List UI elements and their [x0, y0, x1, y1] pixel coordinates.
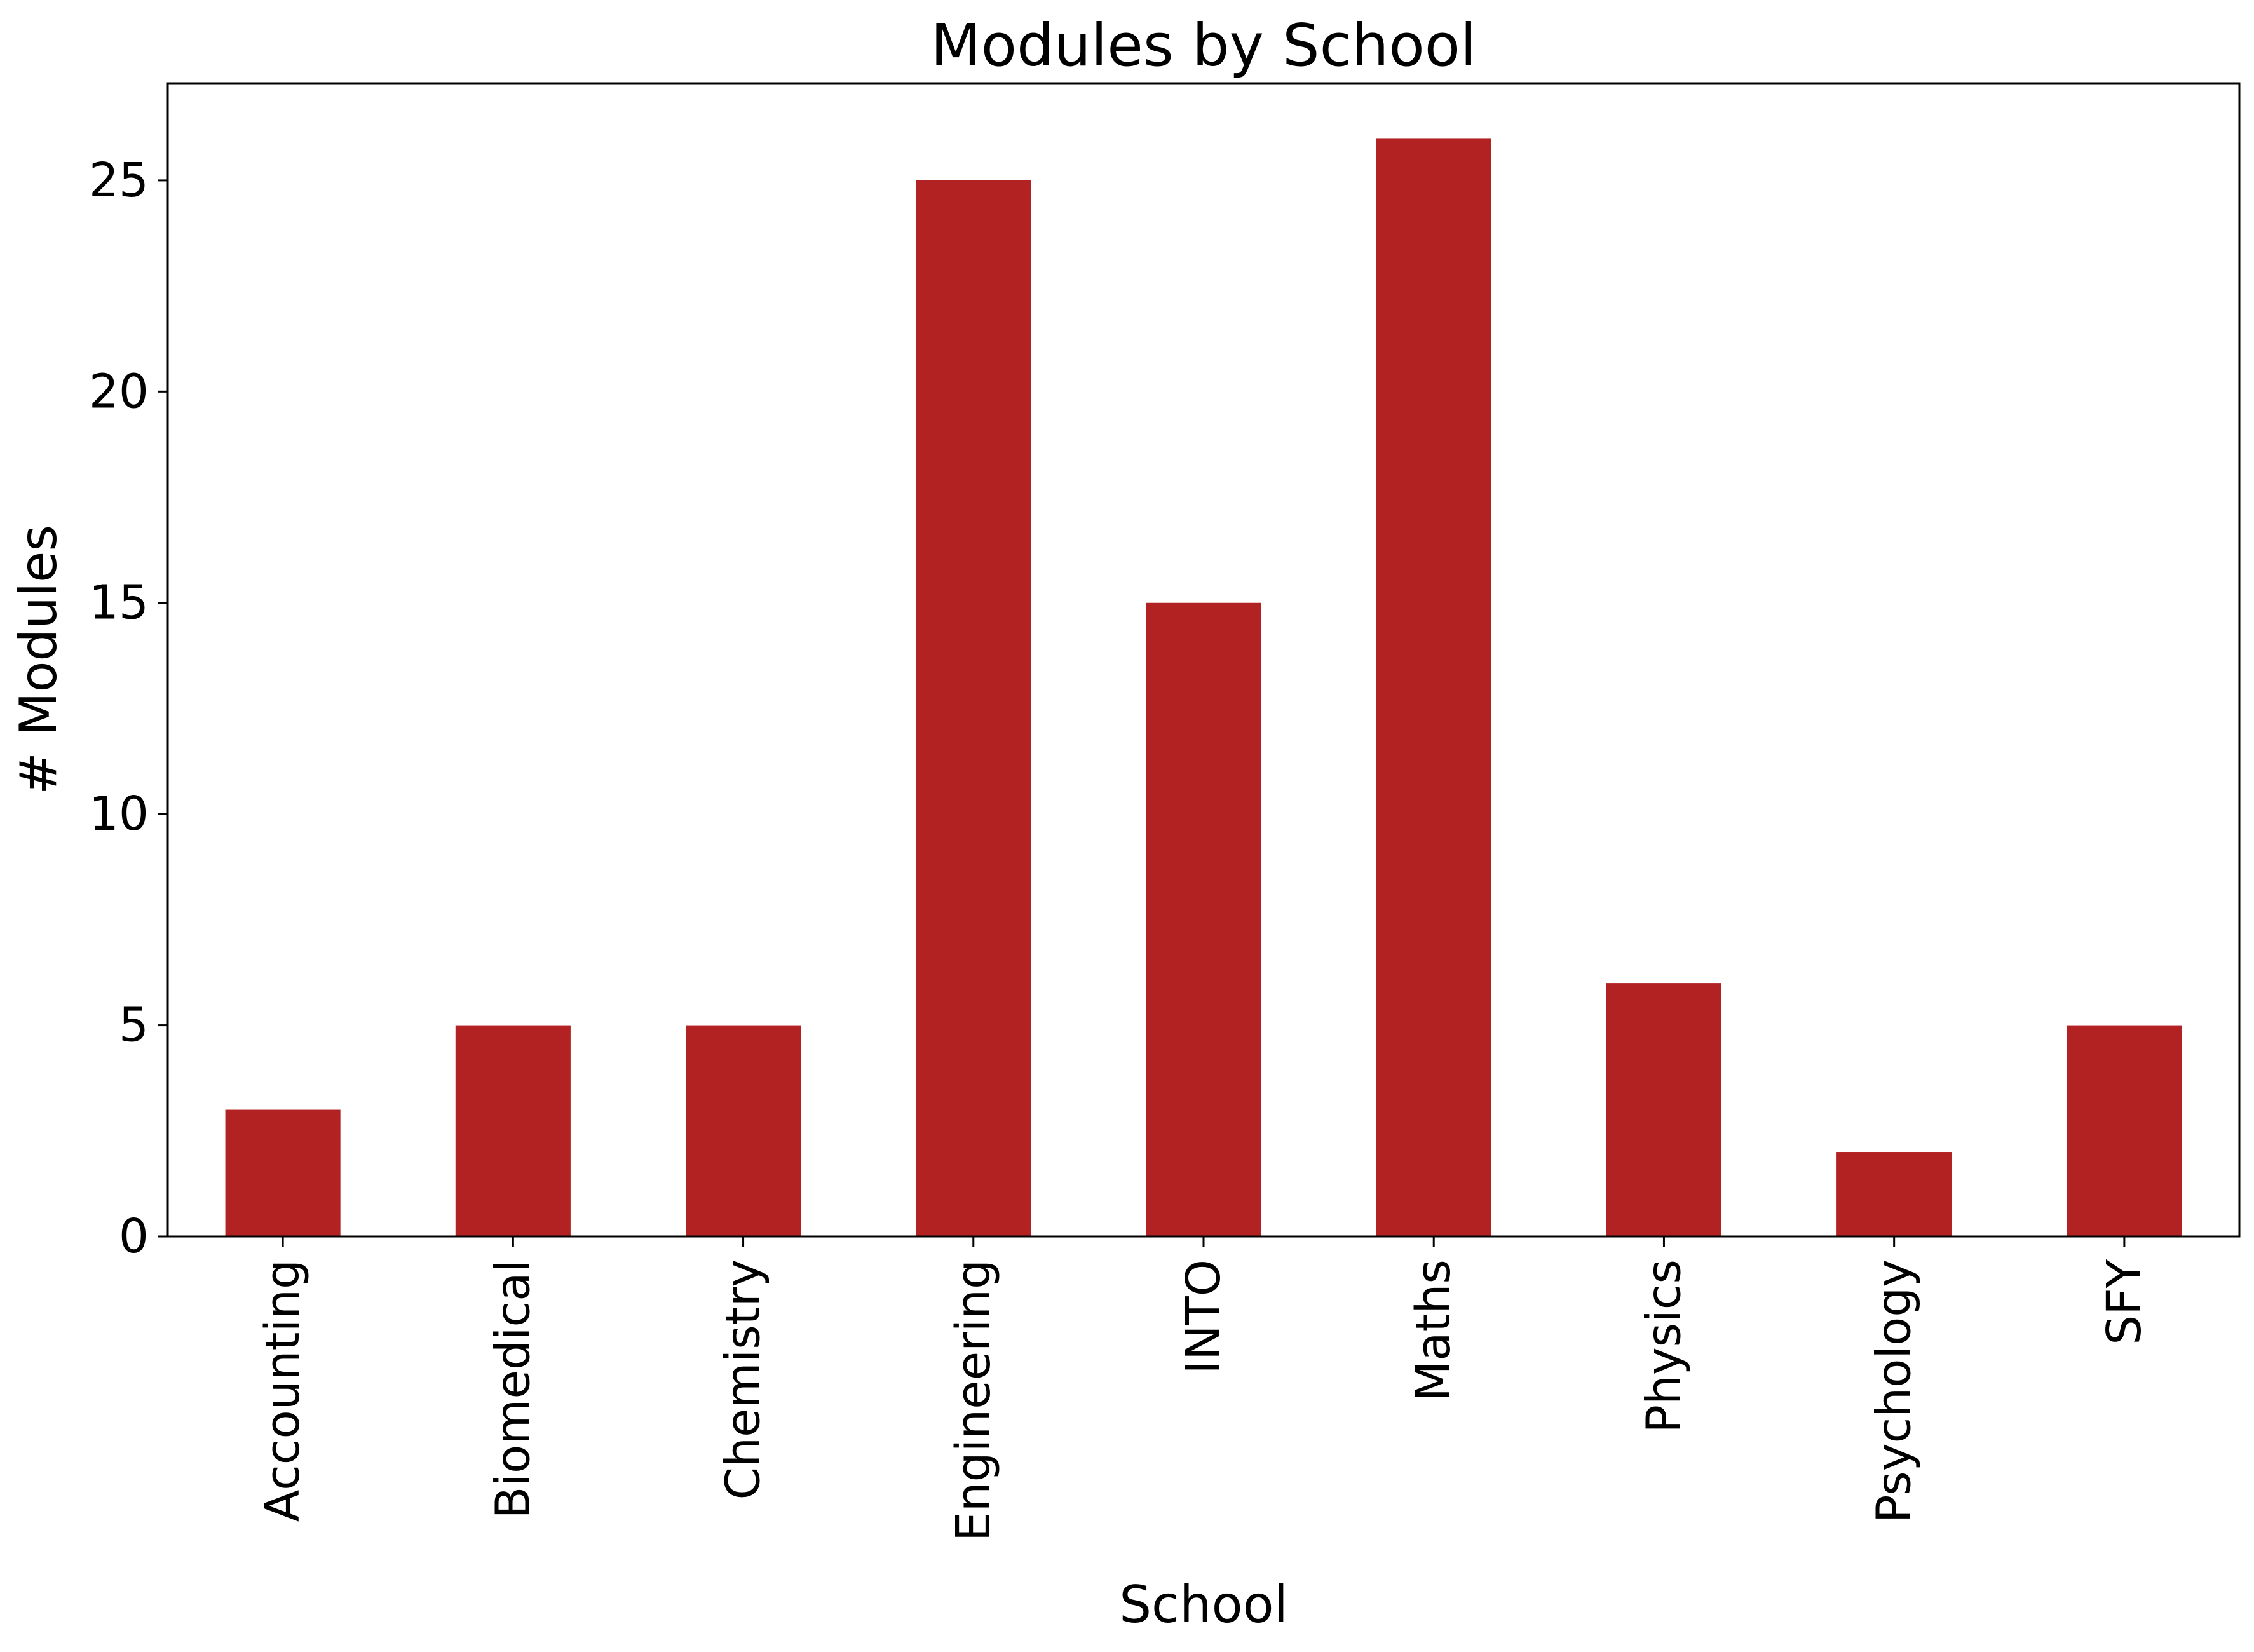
x-axis-ticks: Accounting Biomedical Chemistry Engineering…: [255, 1236, 2152, 1541]
y-tick-label: 5: [119, 998, 149, 1053]
bar-into: [1146, 602, 1261, 1236]
x-axis-label: School: [1119, 1575, 1288, 1634]
y-axis-label: # Modules: [9, 525, 68, 795]
x-tick-label: Engineering: [946, 1259, 1001, 1541]
y-tick-label: 25: [89, 153, 149, 208]
x-tick-label: Accounting: [255, 1259, 310, 1522]
x-tick-label: Maths: [1406, 1259, 1461, 1402]
y-axis-ticks: 0 5 10 15 20 25: [89, 153, 168, 1264]
bar-psychology: [1836, 1152, 1952, 1236]
x-tick-label: Chemistry: [716, 1259, 771, 1500]
x-tick-label: SFY: [2097, 1259, 2152, 1345]
y-tick-label: 0: [119, 1209, 149, 1264]
x-tick-label: Physics: [1636, 1259, 1691, 1433]
bars-layer: [225, 138, 2182, 1236]
bar-engineering: [916, 180, 1031, 1236]
bar-maths: [1376, 138, 1491, 1236]
x-tick-label: INTO: [1176, 1259, 1231, 1374]
bar-chemistry: [686, 1025, 801, 1236]
x-tick-label: Psychology: [1867, 1259, 1922, 1523]
y-tick-label: 15: [89, 576, 149, 630]
bar-sfy: [2067, 1025, 2182, 1236]
chart-title: Modules by School: [930, 11, 1476, 79]
x-tick-label: Biomedical: [485, 1259, 540, 1519]
bar-biomedical: [455, 1025, 571, 1236]
bar-physics: [1606, 983, 1721, 1236]
y-tick-label: 20: [89, 364, 149, 419]
bar-accounting: [225, 1109, 341, 1236]
y-tick-label: 10: [89, 787, 149, 841]
